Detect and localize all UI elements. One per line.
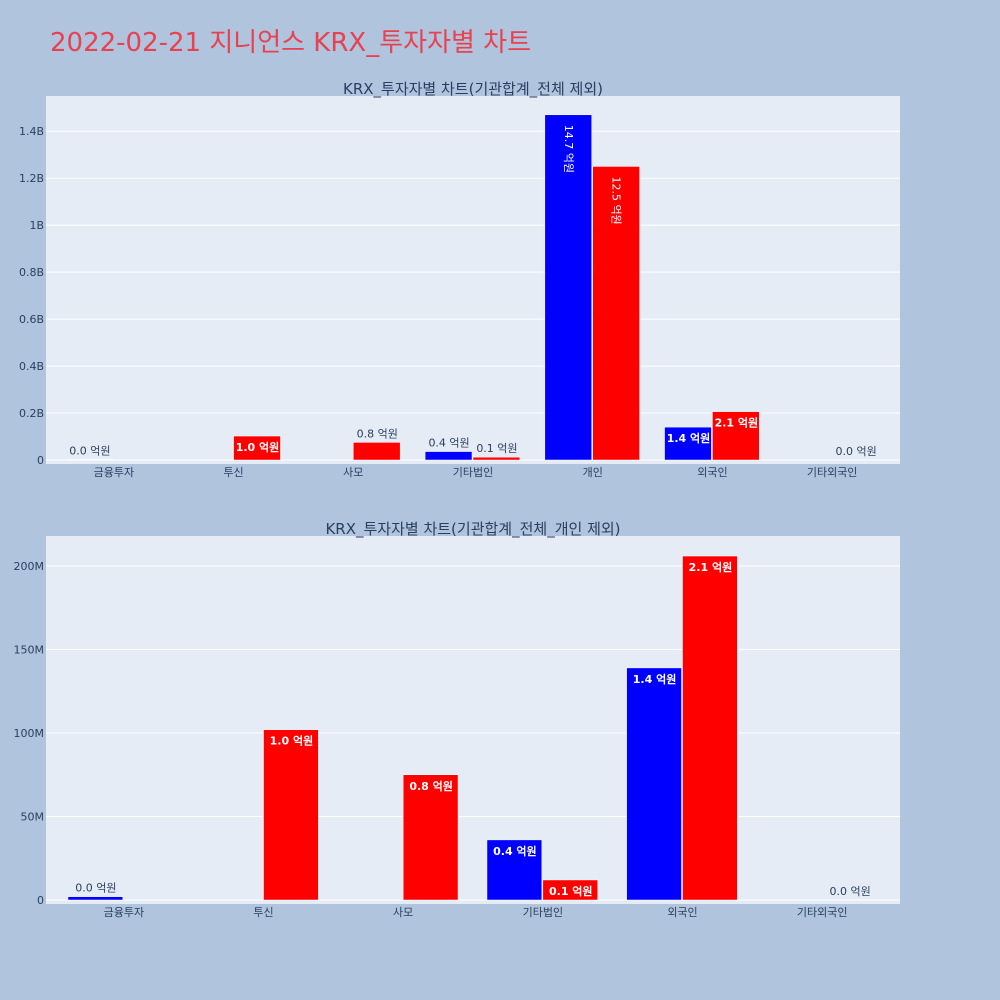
- chart-1-data-label: 1.4 억원: [667, 431, 711, 445]
- chart-1-bar-buy: [664, 426, 712, 461]
- chart-1-bar-buy: [544, 114, 592, 461]
- chart-2-data-label: 1.4 억원: [633, 672, 677, 686]
- chart-2-category-label: 기타법인: [523, 906, 563, 919]
- chart-2-bar-buy: [67, 896, 124, 901]
- chart-2-data-label: 0.1 억원: [549, 884, 593, 898]
- chart-1-bar-sell: [233, 435, 281, 461]
- chart-1-ytick-label: 1B: [29, 219, 44, 232]
- chart-2-category-label: 외국인: [667, 906, 697, 919]
- chart-1-ytick-label: 0.2B: [19, 407, 44, 420]
- chart-2-bar-sell: [402, 774, 459, 901]
- chart-1-data-label: 14.7 억원: [562, 125, 575, 173]
- chart-2-data-label: 0.0 억원: [829, 885, 870, 898]
- chart-1-data-label: 0.8 억원: [357, 427, 398, 440]
- chart-2-plot-area: [46, 536, 900, 904]
- chart-1-ytick-label: 0.8B: [19, 266, 44, 279]
- chart-1-category-label: 외국인: [697, 466, 727, 479]
- chart-1-category-label: 투신: [223, 466, 243, 479]
- chart-1-plot-area: [46, 96, 900, 464]
- chart-2-ytick-label: 150M: [14, 644, 45, 657]
- chart-1-ytick-label: 0: [37, 454, 44, 467]
- chart-2-ytick-label: 0: [37, 894, 44, 907]
- chart-2-category-label: 기타외국인: [797, 906, 848, 919]
- chart-1-data-label: 1.0 억원: [236, 440, 280, 454]
- chart-2-bar-buy: [626, 667, 682, 901]
- chart-2-data-label: 1.0 억원: [270, 734, 314, 748]
- chart-2-data-label: 0.4 억원: [493, 844, 537, 858]
- chart-1-category-label: 개인: [583, 466, 603, 479]
- chart-1-ytick-label: 1.2B: [19, 172, 44, 185]
- chart-1-bar-buy: [424, 451, 473, 461]
- page-title: 2022-02-21 지니언스 KRX_투자자별 차트: [50, 28, 532, 58]
- chart-2-category-label: 금융투자: [104, 906, 144, 919]
- chart-2-bar-sell: [682, 555, 738, 901]
- chart-2-data-label: 0.0 억원: [75, 882, 116, 895]
- chart-1-ytick-label: 1.4B: [19, 125, 44, 138]
- chart-1-data-label: 0.1 억원: [476, 442, 517, 455]
- chart-2-category-label: 투신: [253, 906, 273, 919]
- chart-2-data-label: 0.8 억원: [409, 779, 453, 793]
- chart-2-ytick-label: 100M: [14, 727, 45, 740]
- chart-1-bar-sell: [712, 411, 760, 461]
- chart-1-category-label: 사모: [343, 466, 363, 479]
- chart-1-data-label: 0.4 억원: [428, 437, 469, 450]
- chart-2-bar-buy: [486, 839, 543, 901]
- chart-1-ytick-label: 0.4B: [19, 360, 44, 373]
- chart-1-title: KRX_투자자별 차트(기관합계_전체 제외): [343, 80, 603, 99]
- chart-1-ytick-label: 0.6B: [19, 313, 44, 326]
- chart-1-bar-sell: [472, 456, 521, 461]
- chart-1-data-label: 0.0 억원: [69, 445, 110, 458]
- chart-2-category-label: 사모: [393, 906, 413, 919]
- chart-1-data-label: 12.5 억원: [610, 176, 623, 224]
- chart-2-ytick-label: 50M: [21, 811, 45, 824]
- chart-2-bar-sell: [542, 879, 598, 901]
- chart-1-category-label: 금융투자: [94, 466, 134, 479]
- chart-2-data-label: 2.1 억원: [689, 560, 733, 574]
- chart-1-bar-sell: [592, 166, 640, 461]
- chart-1-data-label: 0.0 억원: [835, 445, 876, 458]
- chart-2-title: KRX_투자자별 차트(기관합계_전체_개인 제외): [325, 520, 620, 539]
- chart-1-data-label: 2.1 억원: [715, 416, 759, 430]
- chart-1-category-label: 기타법인: [453, 466, 493, 479]
- chart-1-category-label: 기타외국인: [807, 466, 858, 479]
- chart-1-bar-sell: [353, 442, 401, 461]
- chart-2-bar-sell: [263, 729, 319, 901]
- chart-2-ytick-label: 200M: [14, 560, 45, 573]
